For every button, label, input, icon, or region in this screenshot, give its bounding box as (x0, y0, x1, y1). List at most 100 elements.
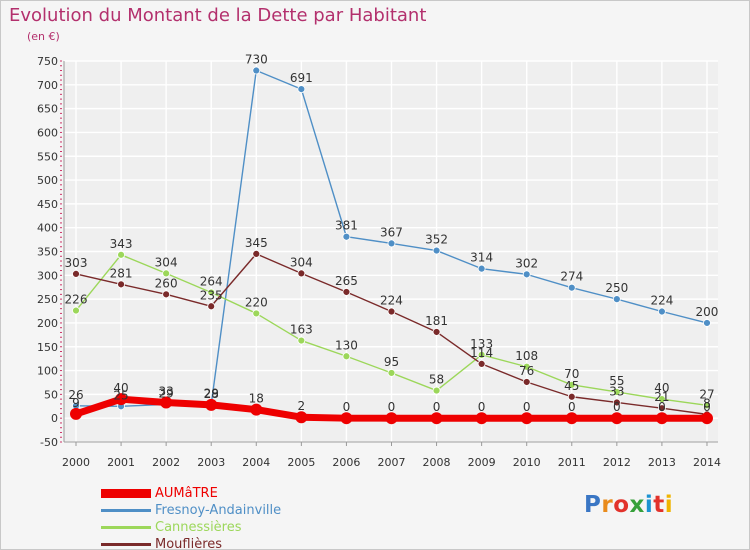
data-label: 345 (245, 236, 268, 250)
x-tick-label: 2002 (152, 456, 180, 469)
legend-label: Mouflières (155, 537, 223, 550)
data-point (72, 306, 80, 315)
data-label: 200 (696, 305, 719, 319)
data-point (295, 411, 308, 424)
data-point (477, 264, 486, 273)
legend-swatch (101, 526, 151, 529)
logo-letter: P (584, 492, 602, 518)
data-label: 58 (429, 373, 444, 387)
y-tick-label: 100 (37, 365, 58, 378)
data-label: 224 (650, 294, 673, 308)
data-point (387, 369, 396, 377)
x-tick-label: 2008 (423, 456, 451, 469)
legend-label: Cannessières (155, 520, 242, 535)
data-label: 0 (343, 400, 351, 414)
data-point (342, 288, 351, 296)
data-point (117, 250, 125, 259)
data-label: 730 (245, 53, 268, 67)
data-point (612, 388, 621, 396)
legend-item: Cannessières (101, 519, 281, 536)
data-point (477, 350, 486, 359)
data-label: 250 (605, 281, 628, 295)
legend: AUMâTRE Fresnoy-Andainville Cannessières Mo… (101, 485, 281, 550)
data-point (432, 246, 441, 255)
data-point (522, 378, 531, 386)
data-label: 264 (200, 274, 223, 288)
x-tick-label: 2001 (107, 456, 135, 469)
data-label: 220 (245, 295, 268, 309)
data-point (252, 249, 261, 258)
data-label: 226 (65, 293, 88, 307)
x-tick-label: 2005 (287, 456, 315, 469)
data-label: 224 (380, 294, 403, 308)
data-point (387, 307, 396, 316)
data-label: 0 (388, 400, 396, 414)
data-label: 33 (158, 384, 173, 398)
data-point (430, 412, 443, 425)
proxiti-logo: Proxiti (584, 492, 673, 518)
data-point (475, 412, 488, 425)
y-tick-label: 600 (37, 126, 58, 139)
data-label: 33 (609, 384, 624, 398)
data-point (610, 412, 623, 425)
data-label: 181 (425, 314, 448, 328)
legend-swatch (101, 509, 151, 512)
logo-letter: i (644, 492, 654, 518)
data-point (72, 269, 80, 278)
data-label: 281 (110, 266, 133, 280)
data-label: 130 (335, 338, 358, 352)
data-point (565, 412, 578, 425)
data-point (162, 290, 171, 299)
data-point (655, 412, 668, 425)
data-label: 21 (654, 390, 669, 404)
data-label: 163 (290, 323, 313, 337)
data-point (252, 309, 261, 318)
data-label: 0 (568, 400, 576, 414)
data-label: 133 (470, 337, 493, 351)
x-tick-label: 2014 (693, 456, 721, 469)
x-tick-label: 2003 (197, 456, 225, 469)
data-point (160, 396, 173, 409)
data-point (162, 269, 171, 278)
y-tick-label: 350 (37, 246, 58, 259)
data-point (567, 283, 576, 292)
data-point (297, 85, 306, 93)
data-point (658, 395, 666, 404)
data-label: 352 (425, 233, 448, 247)
data-label: 108 (515, 349, 538, 363)
data-label: 0 (613, 400, 621, 414)
data-point (250, 403, 263, 416)
data-label: 70 (564, 367, 579, 381)
y-tick-label: 500 (37, 174, 58, 187)
data-label: 0 (658, 400, 666, 414)
data-label: 76 (519, 364, 534, 378)
y-tick-label: 150 (37, 341, 58, 354)
data-label: 114 (470, 346, 493, 360)
data-point (115, 393, 128, 406)
data-label: 0 (478, 400, 486, 414)
legend-item: Mouflières (101, 536, 281, 550)
data-point (477, 359, 486, 368)
y-tick-label: 450 (37, 198, 58, 211)
data-label: 0 (433, 400, 441, 414)
x-tick-label: 2004 (242, 456, 270, 469)
data-label: 55 (609, 374, 624, 388)
data-label: 302 (515, 256, 538, 270)
data-point (207, 288, 216, 297)
logo-letter: i (664, 492, 674, 518)
y-tick-label: 750 (37, 55, 58, 68)
data-point (522, 362, 531, 371)
data-point (700, 412, 713, 425)
data-label: 29 (204, 386, 219, 400)
data-point (342, 232, 351, 241)
data-label: 18 (249, 392, 264, 406)
data-label: 26 (68, 388, 83, 402)
data-point (297, 336, 306, 345)
y-tick-label: 650 (37, 103, 58, 116)
data-point (522, 270, 531, 279)
data-point (385, 412, 398, 425)
y-tick-label: 200 (37, 317, 58, 330)
data-label: 27 (699, 387, 714, 401)
data-label: 95 (384, 355, 399, 369)
